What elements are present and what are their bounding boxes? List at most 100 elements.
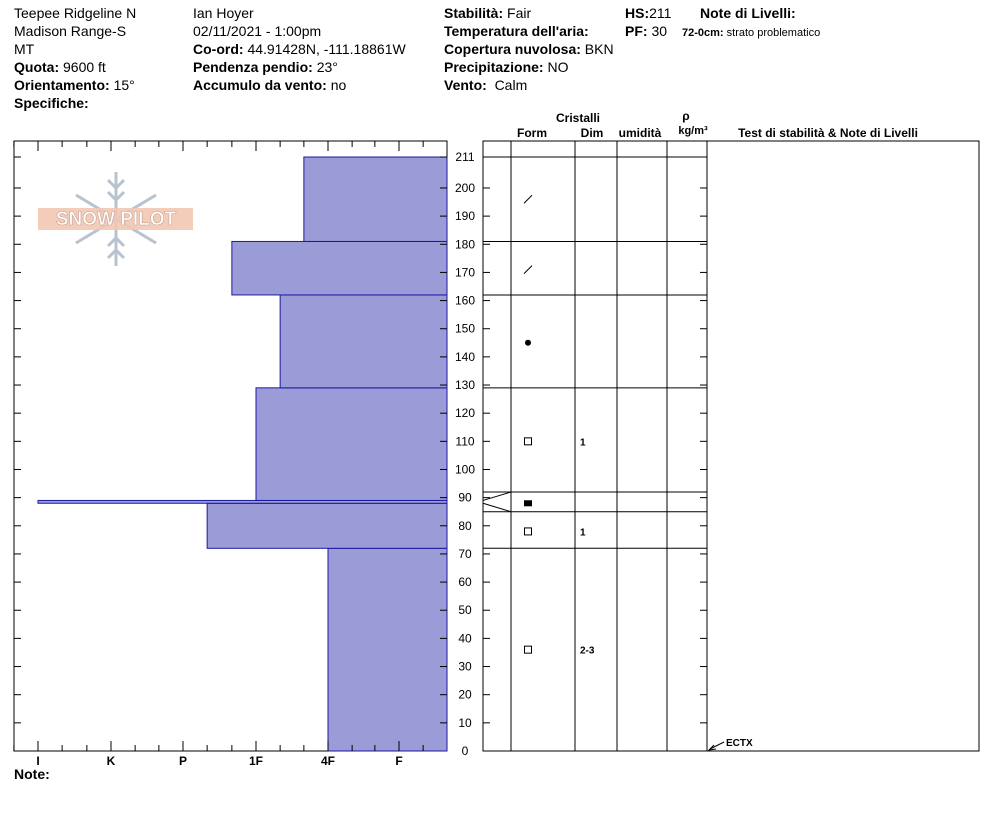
connector-line	[482, 491, 512, 501]
grain-size-label: 1	[580, 437, 586, 448]
orient-label: Orientamento:	[14, 77, 110, 93]
depth-tick-label: 20	[458, 688, 472, 702]
col-header-cristalli: Cristalli	[556, 111, 600, 125]
quota-label: Quota:	[14, 59, 60, 75]
depth-tick-label: 60	[458, 575, 472, 589]
spec-label: Specifiche:	[14, 95, 89, 111]
hardness-category-label: 4F	[321, 754, 335, 768]
grain-layer-boundaries	[483, 156, 707, 549]
stability-tests: ECTX	[707, 738, 753, 751]
col-header-form: Form	[517, 126, 547, 140]
stab-value: Fair	[507, 5, 532, 21]
conditions-block: Stabilità: Fair Temperatura dell'aria: C…	[444, 4, 614, 94]
depth-tick-label: 10	[458, 716, 472, 730]
slope-label: Pendenza pendio:	[193, 59, 313, 75]
datetime: 02/11/2021 - 1:00pm	[193, 23, 322, 39]
notes-label: Note di Livelli:	[700, 5, 796, 21]
quota-row: Quota: 9600 ft	[14, 58, 136, 76]
hardness-layer-bar	[255, 387, 448, 501]
cloud-row: Copertura nuvolosa: BKN	[444, 40, 614, 58]
depth-tick-label: 120	[455, 406, 475, 420]
grain-square-icon	[524, 437, 532, 446]
precip-label: Precipitazione:	[444, 59, 544, 75]
depth-tick-label: 100	[455, 462, 475, 476]
hs-pf-block: HS:211 PF: 30	[625, 4, 671, 40]
temp-label: Temperatura dell'aria:	[444, 23, 589, 39]
notes-text: strato problematico	[726, 27, 821, 39]
wind-row: Vento: Calm	[444, 76, 614, 94]
hardness-layer-bar	[37, 499, 448, 504]
hardness-layer-bar	[279, 294, 448, 389]
notes-block: Note di Livelli:	[700, 4, 796, 22]
depth-tick-label: 30	[458, 660, 472, 674]
precip-row: Precipitazione: NO	[444, 58, 614, 76]
wind-value: Calm	[494, 77, 528, 93]
hardness-category-label: F	[395, 754, 402, 768]
cloud-value: BKN	[584, 41, 614, 57]
location-block: Teepee Ridgeline N Madison Range-S MT Qu…	[14, 4, 136, 112]
location-line1: Teepee Ridgeline N	[14, 5, 137, 21]
temp-row: Temperatura dell'aria:	[444, 22, 614, 40]
notes-entry: 72-0cm: strato problematico	[682, 24, 820, 42]
grain-slash-icon	[523, 194, 533, 204]
depth-axis: 0 10 20 30 40 50 60 70 80 90 100 110 120 130 140 150 160…	[455, 150, 475, 758]
depth-tick-label: 150	[455, 322, 475, 336]
grain-size-label: 1	[580, 527, 586, 538]
orient-value: 15°	[113, 77, 135, 93]
wind-load-value: no	[330, 77, 347, 93]
depth-tick-label: 90	[458, 491, 472, 505]
depth-tick-label: 80	[458, 519, 472, 533]
layer-connectors	[482, 491, 512, 513]
grain-symbols: 1 1 2-3	[523, 194, 595, 657]
col-header-stability: Test di stabilità & Note di Livelli	[738, 126, 918, 140]
hs-row: HS:211	[625, 4, 671, 22]
wind-label: Vento:	[444, 77, 487, 93]
arrow-head-icon	[707, 744, 717, 751]
slope-row: Pendenza pendio: 23°	[193, 58, 406, 76]
col-header-rho: ρ	[682, 109, 689, 123]
stability-test-pointer	[709, 741, 725, 750]
hardness-layer-bar	[231, 240, 448, 296]
col-header-dim: Dim	[581, 126, 604, 140]
spec-row: Specifiche:	[14, 94, 136, 112]
logo-text: SNOW PILOT	[56, 209, 177, 230]
depth-tick-label: 160	[455, 294, 475, 308]
grain-filled-square-icon	[524, 500, 532, 507]
depth-tick-label: 190	[455, 209, 475, 223]
pf-row: PF: 30	[625, 22, 671, 40]
note-footer: Note:	[14, 765, 50, 783]
note-label: Note:	[14, 766, 50, 782]
grain-square-icon	[524, 527, 532, 536]
orient-row: Orientamento: 15°	[14, 76, 136, 94]
hs-value: 211	[649, 5, 672, 21]
depth-tick-label: 200	[455, 181, 475, 195]
coord-label: Co-ord:	[193, 41, 244, 57]
slope-value: 23°	[316, 59, 338, 75]
hardness-category-label: 1F	[249, 754, 263, 768]
stab-label: Stabilità:	[444, 5, 504, 21]
stability-test-label: ECTX	[726, 738, 753, 749]
hardness-axis-ticks	[14, 156, 447, 724]
hardness-layer-bar	[327, 547, 448, 752]
grain-table-frame	[482, 140, 980, 752]
notes-title: Note di Livelli:	[700, 4, 796, 22]
pf-value: 30	[651, 23, 668, 39]
hardness-category-label: I	[36, 754, 39, 768]
coord-row: Co-ord: 44.91428N, -111.18861W	[193, 40, 406, 58]
precip-value: NO	[547, 59, 569, 75]
location-line3: MT	[14, 41, 35, 57]
depth-tick-label: 211	[455, 150, 474, 164]
col-header-umidita: umidità	[619, 126, 662, 140]
hardness-layers	[37, 156, 448, 752]
depth-tick-label: 170	[455, 265, 475, 279]
location-line2: Madison Range-S	[14, 23, 127, 39]
depth-tick-label: 140	[455, 350, 475, 364]
hardness-category-label: P	[179, 754, 187, 768]
observer-block: Ian Hoyer 02/11/2021 - 1:00pm Co-ord: 44…	[193, 4, 406, 94]
col-header-density-unit: kg/m³	[678, 125, 708, 137]
notes-depth: 72-0cm:	[682, 27, 724, 39]
depth-tick-label: 50	[458, 603, 472, 617]
grain-size-label: 2-3	[580, 646, 595, 657]
logo-band	[38, 208, 193, 230]
